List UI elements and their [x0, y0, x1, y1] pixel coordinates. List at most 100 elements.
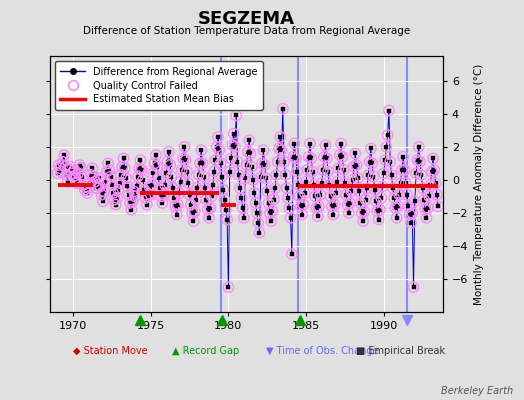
Point — [171, 203, 180, 210]
Point — [329, 211, 337, 218]
Point — [89, 165, 97, 172]
Point — [286, 215, 294, 221]
Point — [403, 192, 411, 198]
Point — [194, 172, 203, 178]
Point — [65, 167, 73, 173]
Point — [209, 182, 217, 188]
Point — [144, 193, 152, 200]
Point — [86, 180, 94, 186]
Point — [244, 148, 252, 155]
Point — [56, 165, 64, 172]
Point — [422, 215, 431, 221]
Point — [174, 202, 182, 208]
Point — [247, 164, 256, 170]
Point — [301, 190, 309, 196]
Point — [245, 137, 253, 144]
Legend: Difference from Regional Average, Quality Control Failed, Estimated Station Mean: Difference from Regional Average, Qualit… — [54, 61, 263, 110]
Point — [112, 202, 120, 208]
Point — [296, 193, 304, 200]
Point — [282, 185, 291, 191]
Point — [289, 154, 297, 160]
Point — [257, 173, 265, 180]
Point — [341, 180, 349, 186]
Point — [157, 193, 165, 200]
Point — [431, 180, 440, 186]
Point — [93, 182, 102, 188]
Point — [249, 177, 257, 183]
Point — [206, 205, 214, 211]
Point — [149, 170, 158, 176]
Point — [328, 203, 336, 210]
Point — [181, 157, 190, 163]
Point — [306, 140, 314, 147]
Point — [378, 183, 387, 190]
Point — [224, 284, 233, 290]
Point — [412, 170, 420, 176]
Point — [91, 178, 99, 185]
Point — [332, 190, 340, 196]
Point — [133, 183, 141, 190]
Point — [180, 144, 189, 150]
Point — [246, 150, 255, 157]
Point — [333, 178, 341, 185]
Point — [272, 172, 280, 178]
Point — [357, 210, 366, 216]
Point — [148, 182, 156, 188]
Y-axis label: Monthly Temperature Anomaly Difference (°C): Monthly Temperature Anomaly Difference (… — [474, 63, 484, 305]
Point — [392, 215, 401, 221]
Point — [137, 167, 146, 173]
Point — [321, 142, 330, 148]
Point — [210, 168, 219, 175]
Point — [77, 165, 85, 172]
Point — [68, 170, 76, 176]
Point — [416, 158, 424, 165]
Point — [169, 185, 177, 191]
Point — [409, 284, 418, 290]
Point — [277, 147, 286, 153]
Point — [205, 215, 213, 221]
Point — [238, 205, 247, 211]
Point — [362, 196, 370, 203]
Point — [313, 213, 322, 220]
Point — [109, 190, 117, 196]
Point — [83, 190, 92, 196]
Point — [60, 152, 68, 158]
Point — [179, 155, 187, 162]
Point — [196, 160, 204, 166]
Point — [147, 192, 155, 198]
Point — [372, 198, 380, 204]
Point — [260, 162, 269, 168]
Point — [64, 178, 72, 185]
Point — [394, 203, 402, 210]
Point — [334, 165, 343, 172]
Point — [407, 220, 415, 226]
Point — [118, 164, 126, 170]
Point — [406, 211, 414, 218]
Point — [369, 173, 378, 180]
Point — [360, 208, 368, 214]
Point — [343, 202, 352, 208]
Point — [337, 140, 345, 147]
Point — [312, 205, 321, 211]
Point — [310, 182, 318, 188]
Point — [395, 192, 403, 198]
Point — [167, 173, 176, 180]
Point — [401, 180, 410, 186]
Point — [243, 162, 251, 168]
Point — [389, 185, 397, 191]
Point — [324, 168, 332, 175]
Point — [232, 112, 241, 119]
Point — [297, 203, 305, 210]
Point — [285, 205, 293, 211]
Point — [170, 195, 178, 201]
Point — [122, 175, 130, 182]
Point — [237, 195, 246, 201]
Point — [175, 190, 183, 196]
Point — [433, 192, 441, 198]
Point — [398, 167, 406, 173]
Point — [382, 144, 390, 150]
Point — [95, 175, 103, 182]
Point — [316, 192, 324, 198]
Point — [291, 155, 300, 162]
Point — [430, 167, 439, 173]
